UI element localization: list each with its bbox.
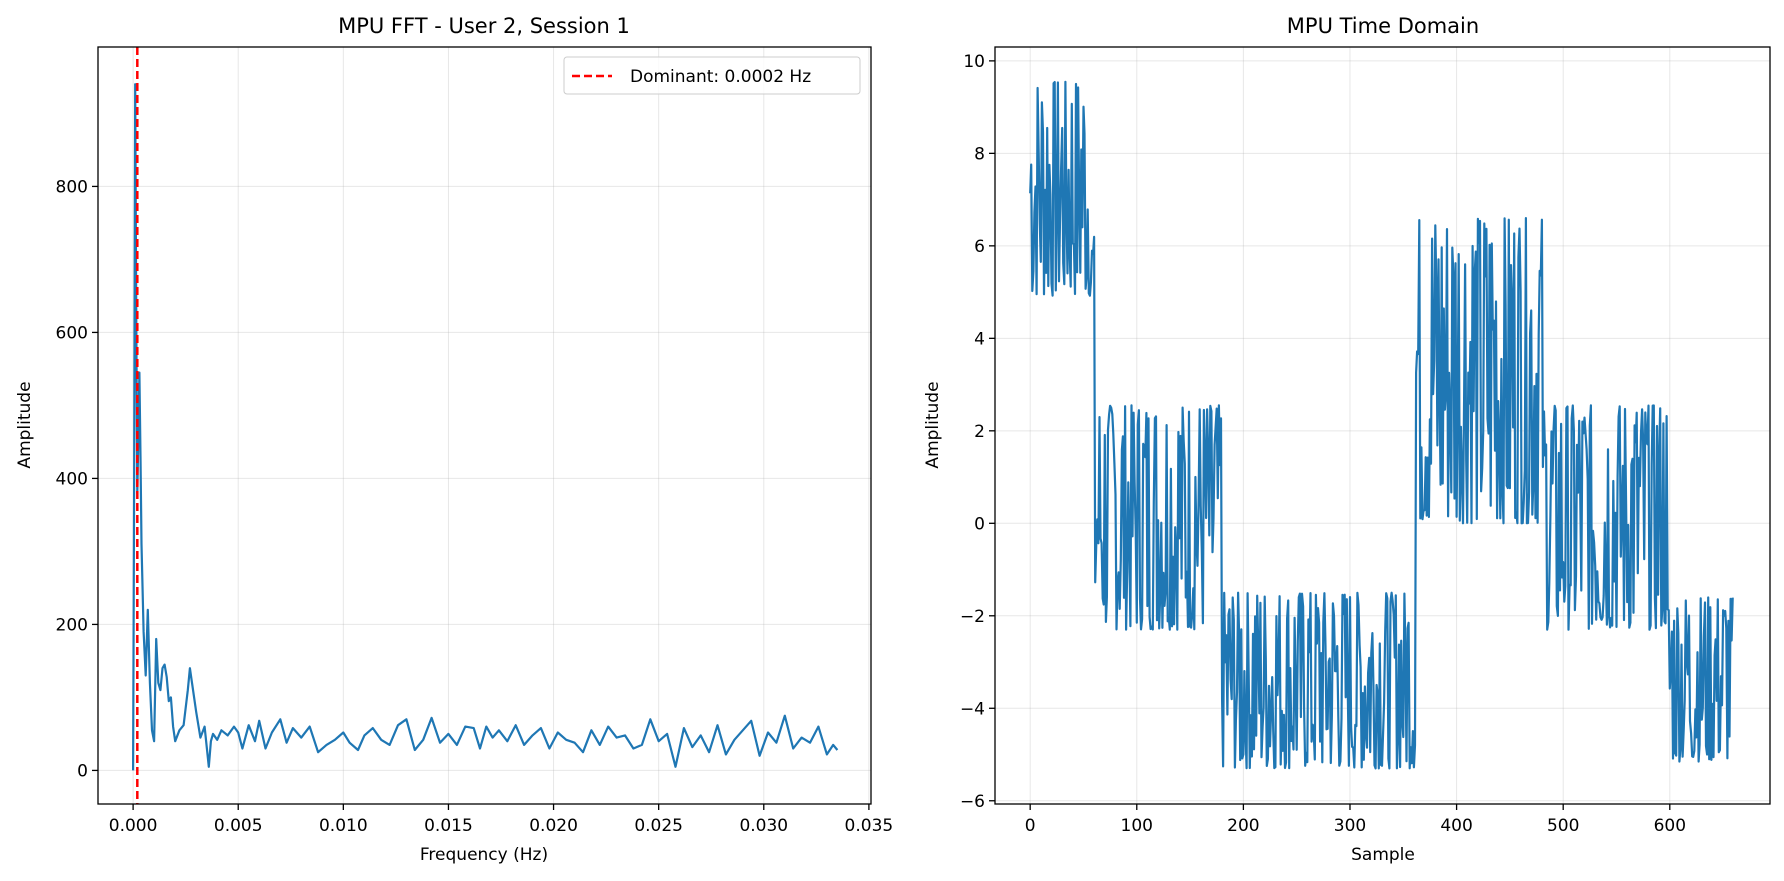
time-domain-chart: MPU Time Domain 0 100 200 300 400 500 600 −6−4… <box>923 14 1771 865</box>
y-tick-label: 0 <box>974 514 985 534</box>
y-tick-label: 4 <box>974 329 985 349</box>
y-tick-label: 800 <box>56 177 88 197</box>
y-tick-label: 2 <box>974 422 985 442</box>
fft-legend: Dominant: 0.0002 Hz <box>563 56 861 95</box>
x-tick-label: 0.015 <box>424 816 473 836</box>
y-tick-label: −4 <box>960 699 985 719</box>
x-tick-label: 400 <box>1440 816 1472 836</box>
fft-chart-title: MPU FFT - User 2, Session 1 <box>338 14 630 38</box>
y-tick-label: 200 <box>56 615 88 635</box>
fft-chart: MPU FFT - User 2, Session 1 0.000 0.005 0.… <box>15 14 893 865</box>
y-tick-label: 10 <box>963 52 985 72</box>
x-tick-label: 0.030 <box>739 816 788 836</box>
y-tick-label: 0 <box>77 761 88 781</box>
fft-x-ticks: 0.000 0.005 0.010 0.015 0.020 0.025 0.030 0.035 <box>109 804 893 836</box>
time-x-ticks: 0 100 200 300 400 500 600 <box>1025 804 1686 836</box>
x-tick-label: 0.025 <box>634 816 683 836</box>
time-axes-frame <box>994 46 1771 805</box>
y-tick-label: 6 <box>974 237 985 257</box>
fft-y-axis-label: Amplitude <box>15 381 35 468</box>
x-tick-label: 200 <box>1227 816 1259 836</box>
time-y-axis-label: Amplitude <box>923 381 943 468</box>
x-tick-label: 500 <box>1547 816 1579 836</box>
fft-grid <box>98 47 871 804</box>
legend-label: Dominant: 0.0002 Hz <box>630 67 811 87</box>
y-tick-label: 600 <box>56 323 88 343</box>
x-tick-label: 0.035 <box>845 816 894 836</box>
time-series <box>1029 80 1734 770</box>
x-tick-label: 300 <box>1334 816 1366 836</box>
x-tick-label: 0.020 <box>529 816 578 836</box>
fft-y-ticks: 0 200 400 600 800 <box>56 177 98 781</box>
x-tick-label: 100 <box>1121 816 1153 836</box>
fft-series <box>132 83 839 771</box>
y-tick-label: −2 <box>960 607 985 627</box>
x-tick-label: 0.000 <box>109 816 158 836</box>
time-y-ticks: −6 −4 −2 0 2 4 6 8 10 <box>960 52 995 812</box>
x-tick-label: 0.005 <box>214 816 263 836</box>
y-tick-label: 8 <box>974 144 985 164</box>
x-tick-label: 0 <box>1025 816 1036 836</box>
legend-box <box>563 56 861 95</box>
time-signal-line <box>1029 80 1734 770</box>
fft-spectrum-line <box>132 83 839 771</box>
x-tick-label: 0.010 <box>319 816 368 836</box>
time-x-axis-label: Sample <box>1351 845 1415 865</box>
time-domain-chart-title: MPU Time Domain <box>1287 14 1479 38</box>
y-tick-label: 400 <box>56 469 88 489</box>
y-tick-label: −6 <box>960 792 985 812</box>
x-tick-label: 600 <box>1654 816 1686 836</box>
fft-x-axis-label: Frequency (Hz) <box>420 845 548 865</box>
fft-axes-frame <box>97 46 872 805</box>
